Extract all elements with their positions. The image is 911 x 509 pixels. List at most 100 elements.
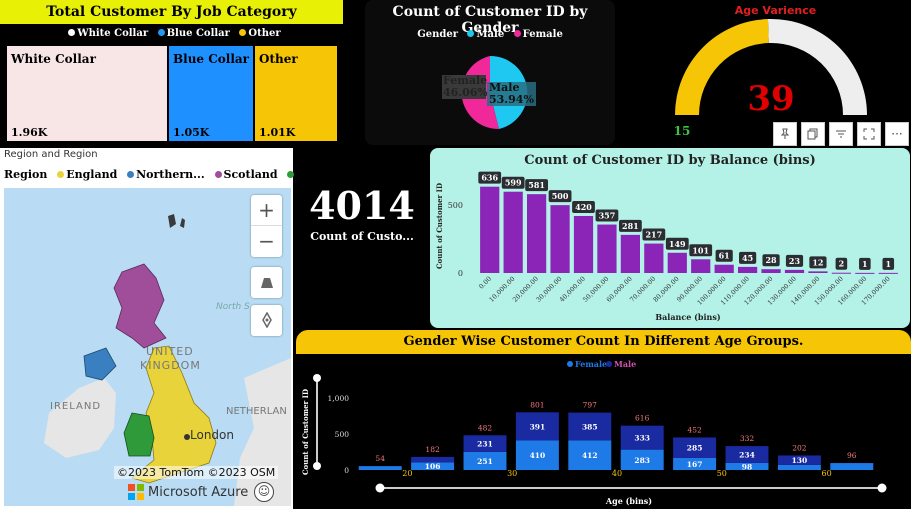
age-bar-male[interactable] [568,412,612,441]
age-bar-female[interactable] [725,462,769,470]
map-zoom-control: + − [251,195,282,257]
legend-item-scotland[interactable]: Scotland [209,168,278,181]
female-data-label: 410 [530,451,546,460]
legend-item-white-collar[interactable]: White Collar [62,28,148,39]
age-bar-male[interactable] [620,425,664,450]
map-canvas[interactable]: UNITED KINGDOM IRELAND NETHERLAN North S… [4,188,291,506]
job-category-legend: White Collar Blue Collar Other [0,28,343,39]
bar-data-label: 101 [692,245,709,255]
bar-data-label: 23 [789,256,801,266]
balance-bar[interactable] [808,271,828,273]
legend-item-england[interactable]: England [51,168,117,181]
map-pitch-button[interactable] [251,267,282,298]
age-bar-female[interactable] [515,440,559,470]
balance-bar[interactable] [761,269,781,273]
balance-bar[interactable] [526,194,547,273]
legend-item-female[interactable]: Female [508,29,563,40]
balance-bar[interactable] [503,191,523,273]
legend-item-female[interactable]: Female [575,359,607,369]
map-title: Region and Region [4,149,98,160]
more-icon[interactable]: ··· [885,122,909,146]
bar-label-background [595,209,619,222]
age-bar-male[interactable] [515,412,559,441]
total-data-label: 54 [375,454,385,463]
bar-data-label: 149 [669,239,686,249]
feedback-smiley-icon[interactable]: ☺ [254,482,274,502]
legend-dot-male [606,361,612,367]
y-zoom-slider-handle-top[interactable] [313,374,321,382]
age-chart-panel: Gender Wise Customer Count In Different … [296,330,911,509]
pin-icon[interactable] [773,122,797,146]
copy-icon[interactable] [801,122,825,146]
balance-bar[interactable] [737,266,758,273]
bar-data-label: 28 [765,255,777,265]
legend-item-blue-collar[interactable]: Blue Collar [152,28,230,39]
treemap-cell-white-collar[interactable]: White Collar 1.96K [7,46,167,141]
balance-bar[interactable] [480,186,500,273]
balance-bar[interactable] [691,259,711,273]
male-data-label: 385 [582,422,598,431]
legend-item-northern-ireland[interactable]: Northern... [121,168,205,181]
kpi-label: Count of Custo... [310,230,414,243]
map-compass-button[interactable] [251,305,282,336]
gauge-value: 39 [747,79,794,119]
age-bar-male[interactable] [411,456,455,463]
age-bar-male[interactable] [725,446,769,463]
y-tick-label: 1,000 [328,394,350,403]
y-zoom-slider-handle-bottom[interactable] [313,462,321,470]
age-bar-female[interactable] [830,463,874,470]
balance-bar[interactable] [573,216,594,273]
zoom-out-button[interactable]: − [258,229,275,253]
age-bar-female[interactable] [673,457,717,470]
balance-bar[interactable] [550,205,570,273]
total-data-label: 202 [792,443,807,452]
map-label-ireland: IRELAND [50,401,102,412]
age-bar-female[interactable] [358,466,402,470]
treemap-cell-blue-collar[interactable]: Blue Collar 1.05K [169,46,253,141]
balance-bar[interactable] [597,224,617,273]
bar-data-label: 1 [885,259,891,269]
legend-item-male[interactable]: Male [461,29,504,40]
legend-item-wales[interactable]: Wales [281,168,332,181]
map-label-uk: UNITED [146,345,194,358]
age-bar-female[interactable] [568,440,612,470]
age-bar-male[interactable] [673,437,717,458]
focus-icon[interactable] [857,122,881,146]
balance-bar[interactable] [784,269,805,273]
bar-data-label: 2 [839,259,845,269]
balance-chart: Count of Customer ID05006360.0059910,000… [435,171,898,322]
age-chart-title: Gender Wise Customer Count In Different … [296,330,911,354]
x-zoom-slider-handle-right[interactable] [877,483,887,493]
balance-bar[interactable] [620,234,641,273]
filter-icon[interactable] [829,122,853,146]
age-bar-female[interactable] [777,464,821,470]
x-zoom-slider-handle-left[interactable] [375,483,385,493]
female-data-label: 251 [477,457,493,466]
region-wales[interactable] [123,412,155,457]
balance-bar[interactable] [855,272,875,274]
x-tick-label: 0.00 [477,275,493,291]
x-tick-label: 30 [507,469,517,478]
london-marker [184,434,190,440]
legend-item-other[interactable]: Other [233,28,281,39]
age-bar-female[interactable] [411,462,455,470]
age-bar-female[interactable] [463,451,507,470]
balance-bar[interactable] [667,252,687,273]
age-bar-male[interactable] [463,435,507,452]
total-data-label: 797 [583,401,598,410]
total-data-label: 332 [740,434,755,443]
balance-bar[interactable] [831,272,852,274]
total-data-label: 182 [425,445,440,454]
region-scotland[interactable] [113,263,167,349]
treemap-label: Blue Collar [173,52,250,66]
zoom-in-button[interactable]: + [251,195,282,226]
age-bar-male[interactable] [777,455,821,465]
male-data-label: 130 [792,456,808,465]
age-bar-female[interactable] [620,449,664,470]
balance-bar[interactable] [714,264,734,273]
balance-bar[interactable] [644,243,664,273]
legend-item-male[interactable]: Male [614,359,636,369]
balance-bar[interactable] [878,272,898,274]
region-northern-ireland[interactable] [83,347,117,381]
treemap-cell-other[interactable]: Other 1.01K [255,46,337,141]
